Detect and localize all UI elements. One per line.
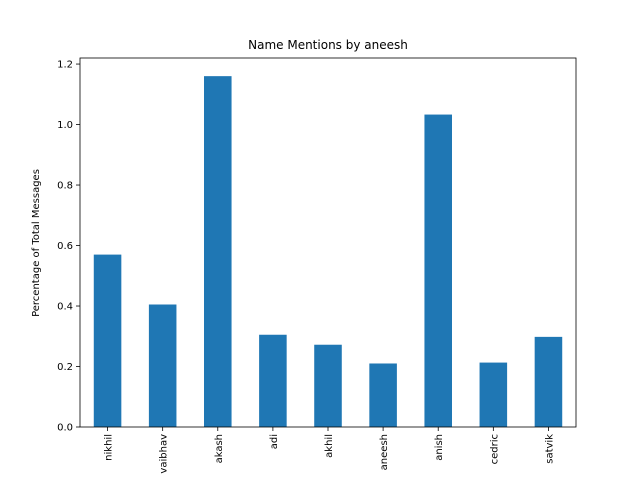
x-tick-label: satvik <box>544 434 555 464</box>
x-tick-label: anish <box>434 434 445 461</box>
x-tick-label: nikhil <box>104 434 115 461</box>
plot-frame <box>79 57 577 428</box>
y-tick-label: 1.2 <box>57 60 73 71</box>
bar-akhil <box>314 344 342 427</box>
chart-title: Name Mentions by aneesh <box>248 38 408 52</box>
bar-nikhil <box>93 254 122 427</box>
y-tick-label: 0.6 <box>57 241 73 252</box>
x-tick-label: adi <box>269 434 280 449</box>
y-tick-label: 1.0 <box>57 120 73 131</box>
bar-vaibhav <box>148 304 177 427</box>
x-axis-ticks: nikhil vaibhav akash adi akhil aneesh anish ced… <box>104 427 555 474</box>
bar-cedric <box>479 362 508 427</box>
y-tick-label: 0.4 <box>57 302 73 313</box>
bars-group <box>93 76 563 428</box>
bar-satvik <box>534 336 563 427</box>
bar-adi <box>259 334 287 427</box>
y-tick-label: 0.0 <box>57 423 73 434</box>
x-tick-label: akhil <box>324 434 335 458</box>
y-axis-label: Percentage of Total Messages <box>31 169 42 317</box>
y-tick-label: 0.8 <box>57 181 73 192</box>
bar-akash <box>204 76 232 428</box>
y-tick-label: 0.2 <box>57 362 73 373</box>
x-tick-label: aneesh <box>379 434 390 470</box>
y-axis-ticks: 0.0 0.2 0.4 0.6 0.8 1.0 1.2 <box>57 60 80 434</box>
x-tick-label: akash <box>214 434 225 463</box>
x-tick-label: vaibhav <box>159 434 170 474</box>
bar-aneesh <box>369 363 397 427</box>
x-tick-label: cedric <box>489 434 500 464</box>
bar-anish <box>424 114 452 427</box>
